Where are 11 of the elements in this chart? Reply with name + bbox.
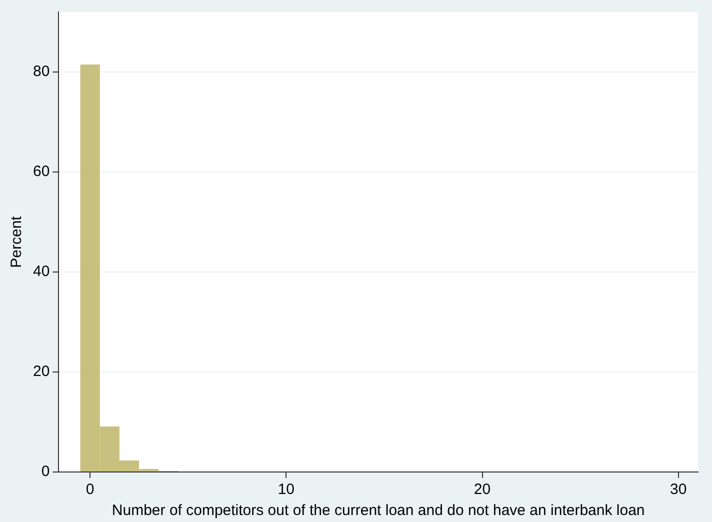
x-tick-label: 0 (86, 481, 94, 498)
y-tick-label: 20 (32, 363, 50, 380)
x-tick-label: 30 (670, 481, 687, 498)
y-tick-label: 80 (32, 63, 50, 80)
x-tick-label: 10 (278, 481, 295, 498)
x-tick-label: 20 (474, 481, 491, 498)
y-tick-label: 40 (32, 263, 50, 280)
y-axis-title: Percent (8, 215, 26, 268)
y-tick-label: 0 (41, 463, 50, 480)
x-axis-title: Number of competitors out of the current loan and do not have an interbank loan (112, 502, 645, 520)
y-tick-label: 60 (32, 163, 50, 180)
